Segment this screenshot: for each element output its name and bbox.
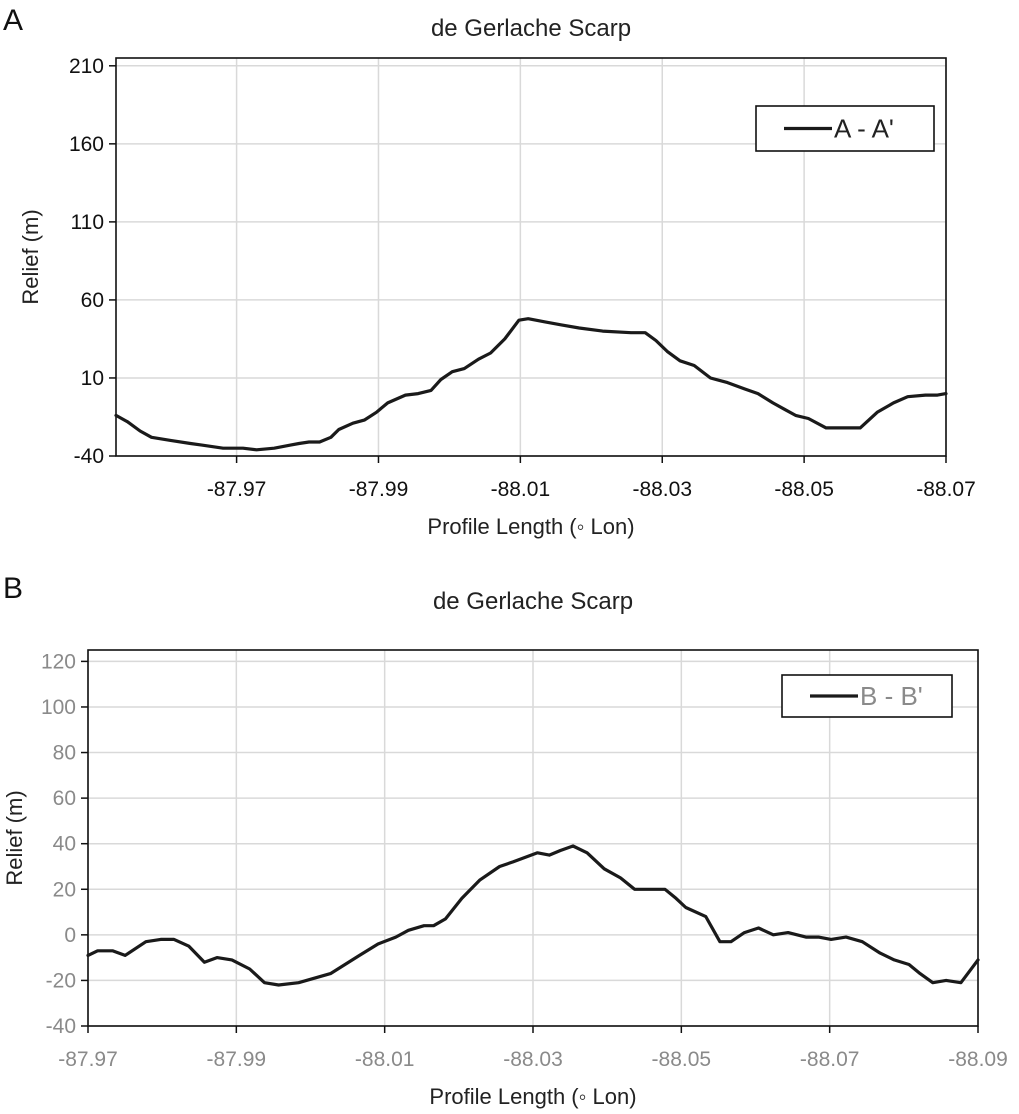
x-tick-label: -87.99 <box>349 478 409 501</box>
y-axis-label: Relief (m) <box>2 790 27 885</box>
y-tick-label: 0 <box>64 924 76 947</box>
x-tick-label: -88.07 <box>800 1048 860 1071</box>
y-tick-label: 20 <box>53 878 76 901</box>
y-tick-label: -40 <box>46 1015 76 1038</box>
y-tick-label: -20 <box>46 969 76 992</box>
panel-label: A <box>3 4 23 37</box>
x-tick-label: -88.03 <box>632 478 692 501</box>
legend: A - A' <box>755 105 935 152</box>
y-tick-label: 210 <box>69 55 104 78</box>
series-line <box>86 844 980 987</box>
chart-title: de Gerlache Scarp <box>433 588 633 615</box>
x-tick-label: -88.09 <box>948 1048 1008 1071</box>
x-axis-label: Profile Length (◦ Lon) <box>427 514 634 539</box>
chart-title: de Gerlache Scarp <box>431 15 631 42</box>
x-tick-label: -87.97 <box>58 1048 118 1071</box>
axes-frame <box>115 57 947 457</box>
y-tick-label: 80 <box>53 742 76 765</box>
y-tick-label: 40 <box>53 833 76 856</box>
legend-label: A - A' <box>834 114 894 144</box>
y-tick-label: 60 <box>53 787 76 810</box>
y-axis-label: Relief (m) <box>18 209 43 304</box>
x-tick-label: -87.99 <box>207 1048 267 1071</box>
x-axis-label: Profile Length (◦ Lon) <box>429 1084 636 1109</box>
y-tick-label: 110 <box>71 211 104 234</box>
y-tick-label: 120 <box>41 650 76 673</box>
x-tick-label: -88.01 <box>491 478 551 501</box>
x-tick-label: -88.03 <box>503 1048 563 1071</box>
x-tick-label: -88.07 <box>916 478 976 501</box>
series-line <box>114 317 948 452</box>
x-tick-label: -88.05 <box>774 478 834 501</box>
y-tick-label: -40 <box>74 445 104 468</box>
legend: B - B' <box>781 674 953 718</box>
panel-label: B <box>3 572 23 605</box>
x-tick-label: -88.05 <box>652 1048 712 1071</box>
x-tick-label: -88.01 <box>355 1048 415 1071</box>
y-tick-label: 160 <box>69 133 104 156</box>
x-tick-label: -87.97 <box>207 478 267 501</box>
legend-label: B - B' <box>860 681 923 711</box>
y-tick-label: 100 <box>41 696 76 719</box>
y-tick-label: 60 <box>81 289 104 312</box>
y-tick-label: 10 <box>81 367 104 390</box>
